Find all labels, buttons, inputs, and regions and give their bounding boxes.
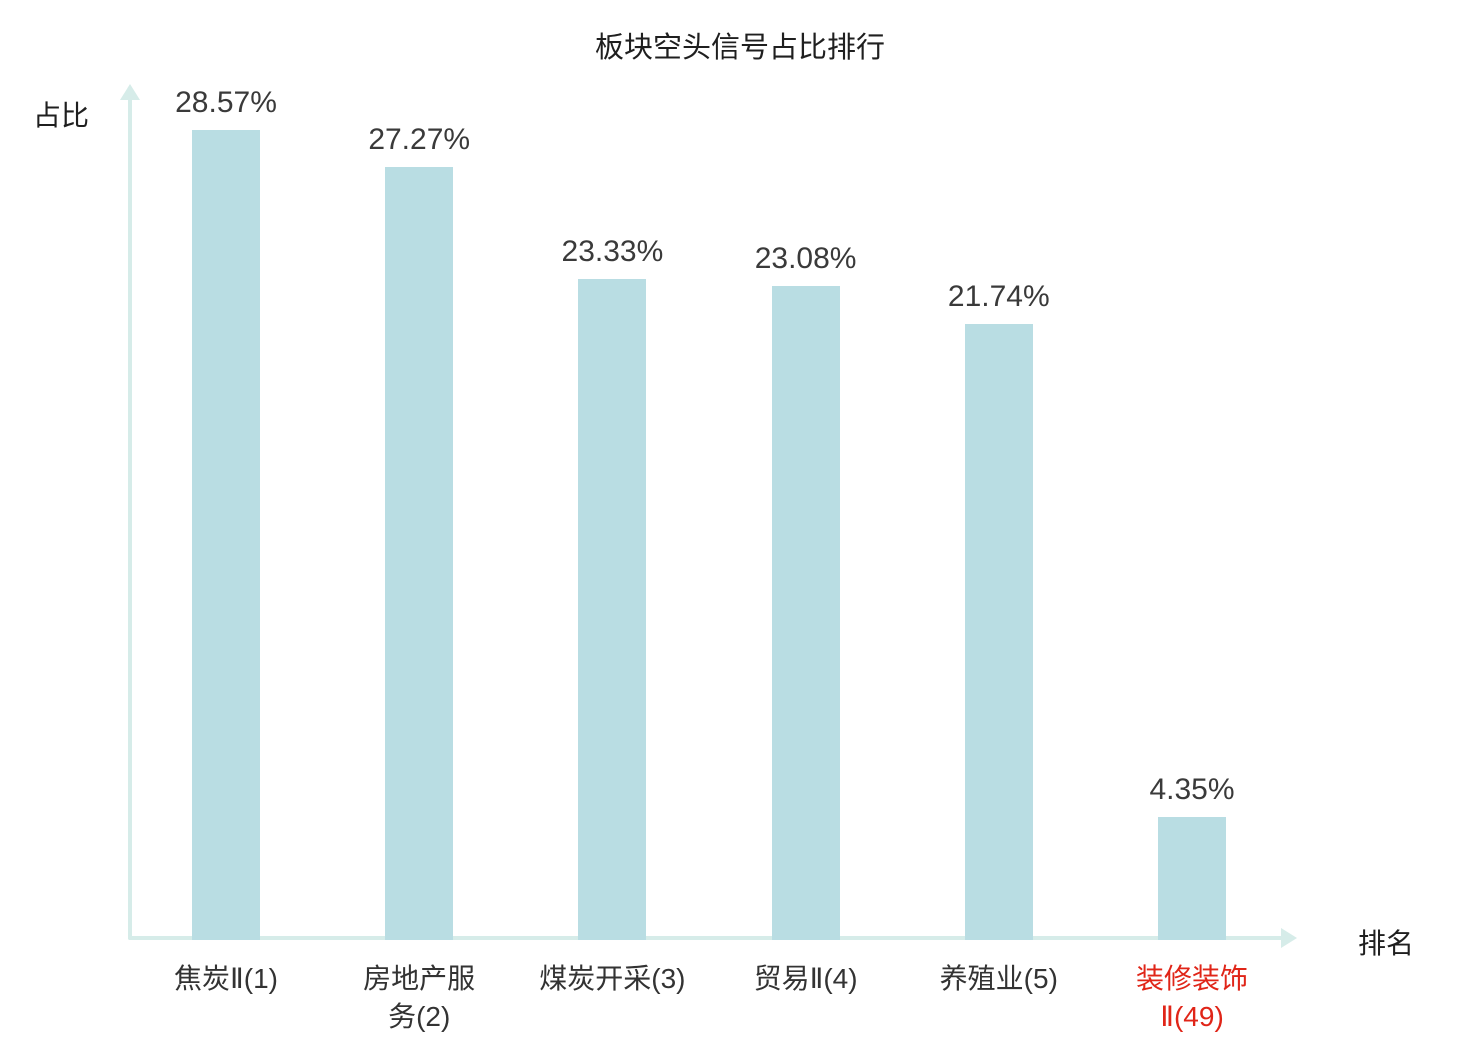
bar [771, 286, 840, 940]
bar-value-label: 23.33% [561, 235, 664, 268]
x-axis-label: 排名 [1358, 928, 1415, 959]
bar-value-label: 23.08% [754, 242, 857, 275]
bar [964, 324, 1033, 940]
bar-value-label: 27.27% [368, 123, 471, 156]
x-axis-line [128, 936, 1283, 940]
bar-category-label: 焦炭Ⅱ(1) [173, 963, 278, 994]
bar-category-label: 煤炭开采(3) [539, 963, 686, 994]
bar-value-label: 21.74% [947, 280, 1050, 313]
bar [1158, 817, 1226, 940]
bar-category-label: 养殖业(5) [939, 963, 1058, 994]
chart-title: 板块空头信号占比排行 [594, 32, 885, 64]
y-axis-arrow-icon [120, 84, 140, 100]
x-axis-arrow-icon [1281, 928, 1297, 948]
bar [192, 130, 260, 940]
bar [578, 279, 647, 940]
y-axis-label: 占比 [33, 100, 90, 131]
bar-category-label: 装修装饰 Ⅱ(49) [1135, 963, 1248, 1032]
y-axis-line [128, 98, 132, 940]
bar [385, 167, 454, 940]
bar-category-label: 房地产服 务(2) [363, 963, 476, 1032]
bar-value-label: 28.57% [175, 86, 277, 119]
bar-value-label: 4.35% [1149, 773, 1235, 806]
bar-category-label: 贸易Ⅱ(4) [753, 963, 858, 994]
